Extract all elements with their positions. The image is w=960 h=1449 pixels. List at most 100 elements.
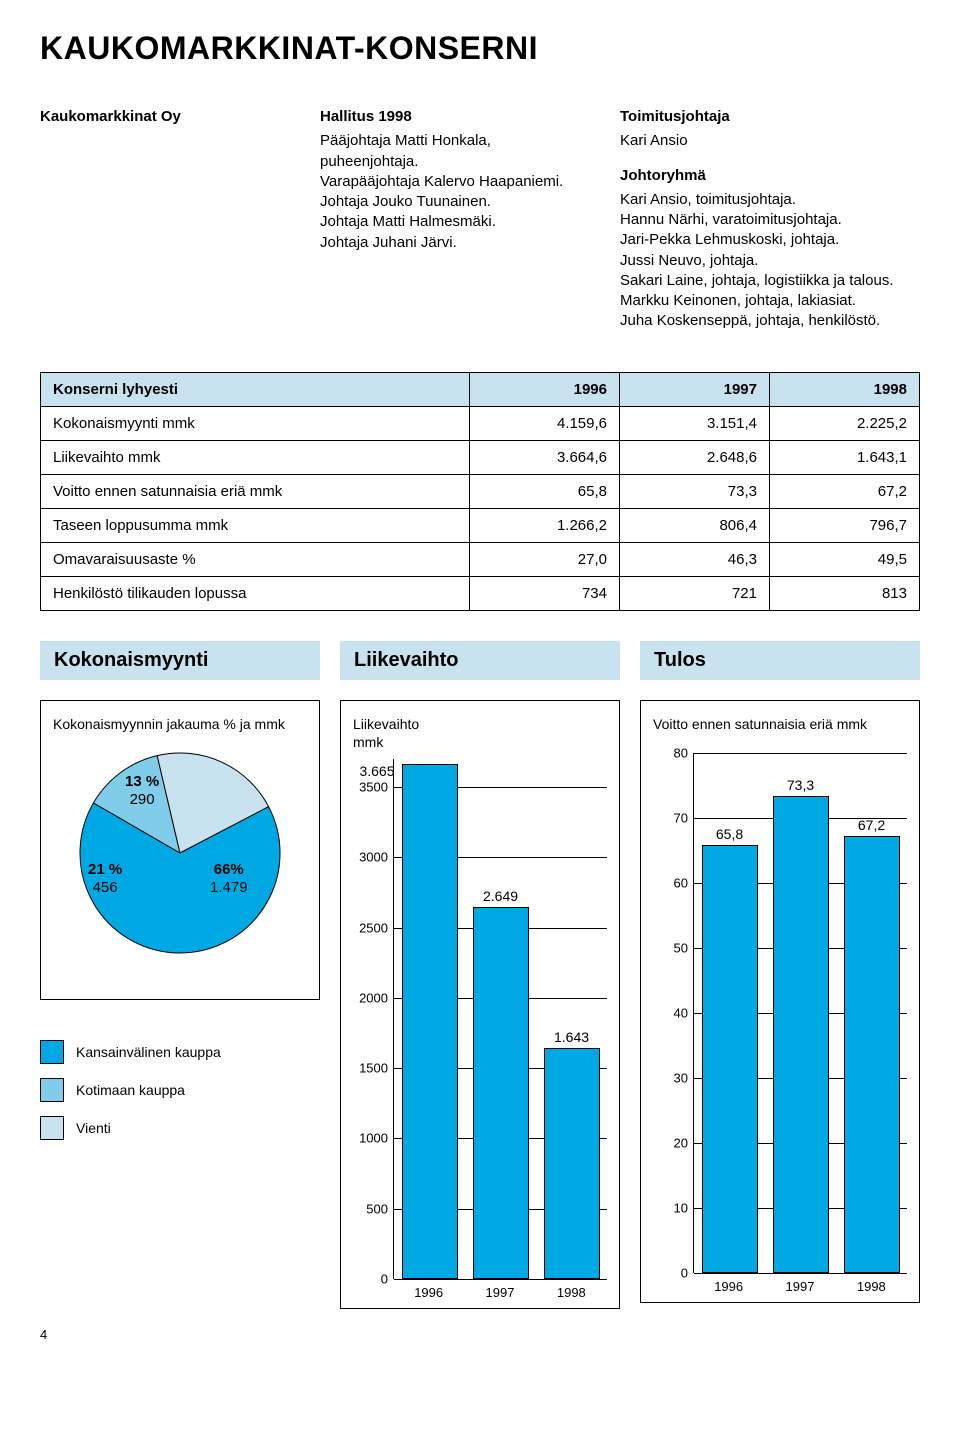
table-cell: 73,3 [620, 474, 770, 508]
table-cell: Omavaraisuusaste % [41, 542, 470, 576]
page-title: KAUKOMARKKINAT-KONSERNI [40, 30, 920, 67]
bar1-title: Liikevaihto mmk [353, 715, 607, 751]
col3-line: Jussi Neuvo, johtaja. [620, 251, 920, 271]
pie-slice-label: 21 %456 [88, 861, 122, 897]
y-tick-label: 10 [654, 1200, 688, 1215]
y-tick-label: 3500 [354, 779, 388, 794]
legend-swatch [40, 1078, 64, 1102]
col1-heading: Kaukomarkkinat Oy [40, 107, 290, 127]
col3-heading2: Johtoryhmä [620, 166, 920, 186]
table-row: Taseen loppusumma mmk1.266,2806,4796,7 [41, 508, 920, 542]
section-header-liikevaihto: Liikevaihto [340, 641, 620, 680]
legend-swatch [40, 1040, 64, 1064]
table-header: 1996 [470, 372, 620, 406]
legend-item: Vienti [40, 1116, 320, 1140]
bar: 65,8 [702, 845, 758, 1273]
y-tick-label: 0 [654, 1265, 688, 1280]
table-cell: 2.648,6 [620, 440, 770, 474]
col2-line: Johtaja Jouko Tuunainen. [320, 192, 590, 212]
pie-slice-label: 66%1.479 [210, 861, 248, 897]
table-cell: 67,2 [770, 474, 920, 508]
table-cell: Henkilöstö tilikauden lopussa [41, 576, 470, 610]
bar-value-label: 65,8 [716, 826, 743, 842]
pie-chart-box: Kokonaismyynnin jakauma % ja mmk 13 %290… [40, 700, 320, 1000]
legend-item: Kotimaan kauppa [40, 1078, 320, 1102]
col3-line: Markku Keinonen, johtaja, lakiasiat. [620, 291, 920, 311]
bar-value-label: 3.665 [359, 763, 394, 779]
table-cell: 46,3 [620, 542, 770, 576]
table-cell: 796,7 [770, 508, 920, 542]
y-tick-label: 40 [654, 1005, 688, 1020]
col2-line: Johtaja Juhani Järvi. [320, 233, 590, 253]
table-row: Henkilöstö tilikauden lopussa734721813 [41, 576, 920, 610]
table-row: Omavaraisuusaste %27,046,349,5 [41, 542, 920, 576]
y-tick-label: 500 [354, 1201, 388, 1216]
bar: 3.665 [402, 764, 458, 1279]
bar: 1.643 [544, 1048, 600, 1279]
legend-label: Kotimaan kauppa [76, 1082, 185, 1098]
table-row: Kokonaismyynti mmk4.159,63.151,42.225,2 [41, 406, 920, 440]
table-cell: 806,4 [620, 508, 770, 542]
summary-table: Konserni lyhyesti199619971998 Kokonaismy… [40, 372, 920, 611]
x-tick-label: 1996 [714, 1279, 743, 1294]
y-tick-label: 20 [654, 1135, 688, 1150]
table-cell: Voitto ennen satunnaisia eriä mmk [41, 474, 470, 508]
x-tick-label: 1997 [486, 1285, 515, 1300]
bar: 67,2 [844, 836, 900, 1273]
y-tick-label: 50 [654, 940, 688, 955]
legend-label: Vienti [76, 1120, 111, 1136]
bar-value-label: 2.649 [483, 888, 518, 904]
section-header-tulos: Tulos [640, 641, 920, 680]
col3-line: Jari-Pekka Lehmuskoski, johtaja. [620, 230, 920, 250]
bar: 73,3 [773, 796, 829, 1272]
table-cell: 49,5 [770, 542, 920, 576]
bar-value-label: 73,3 [787, 777, 814, 793]
tulos-chart-box: Voitto ennen satunnaisia eriä mmk 0 10 20 3… [640, 700, 920, 1303]
table-cell: 1.266,2 [470, 508, 620, 542]
table-cell: 2.225,2 [770, 406, 920, 440]
section-header-kokonaismyynti: Kokonaismyynti [40, 641, 320, 680]
section-headers: Kokonaismyynti Liikevaihto Tulos [40, 641, 920, 680]
intro-columns: Kaukomarkkinat Oy Hallitus 1998 Pääjohta… [40, 107, 920, 332]
y-tick-label: 80 [654, 745, 688, 760]
col3-line: Juha Koskenseppä, johtaja, henkilöstö. [620, 311, 920, 331]
table-cell: 1.643,1 [770, 440, 920, 474]
legend-swatch [40, 1116, 64, 1140]
x-tick-label: 1996 [414, 1285, 443, 1300]
y-tick-label: 1500 [354, 1061, 388, 1076]
page-number: 4 [40, 1327, 920, 1342]
y-tick-label: 2000 [354, 990, 388, 1005]
bar-value-label: 67,2 [858, 817, 885, 833]
y-tick-label: 60 [654, 875, 688, 890]
y-tick-label: 30 [654, 1070, 688, 1085]
pie-title: Kokonaismyynnin jakauma % ja mmk [53, 715, 307, 733]
col2-line: Varapääjohtaja Kalervo Haapaniemi. [320, 172, 590, 192]
pie-slice-label: 13 %290 [125, 773, 159, 809]
legend-label: Kansainvälinen kauppa [76, 1044, 221, 1060]
y-tick-label: 3000 [354, 850, 388, 865]
col3-line1: Kari Ansio [620, 131, 920, 151]
col3-line: Kari Ansio, toimitusjohtaja. [620, 190, 920, 210]
table-header: 1998 [770, 372, 920, 406]
table-cell: 3.151,4 [620, 406, 770, 440]
y-tick-label: 0 [354, 1271, 388, 1286]
bar: 2.649 [473, 907, 529, 1279]
gridline [394, 1279, 607, 1280]
col3-line: Sakari Laine, johtaja, logistiikka ja ta… [620, 271, 920, 291]
table-cell: Liikevaihto mmk [41, 440, 470, 474]
table-cell: 721 [620, 576, 770, 610]
table-cell: 3.664,6 [470, 440, 620, 474]
col2-line: Pääjohtaja Matti Honkala, puheenjohtaja. [320, 131, 590, 172]
y-tick-label: 1000 [354, 1131, 388, 1146]
table-cell: Taseen loppusumma mmk [41, 508, 470, 542]
y-tick-label: 70 [654, 810, 688, 825]
col2-heading: Hallitus 1998 [320, 107, 590, 127]
table-cell: 734 [470, 576, 620, 610]
x-tick-label: 1998 [557, 1285, 586, 1300]
bar2-title: Voitto ennen satunnaisia eriä mmk [653, 715, 907, 733]
table-header: Konserni lyhyesti [41, 372, 470, 406]
table-cell: Kokonaismyynti mmk [41, 406, 470, 440]
pie-legend: Kansainvälinen kauppa Kotimaan kauppa Vien… [40, 1040, 320, 1140]
legend-item: Kansainvälinen kauppa [40, 1040, 320, 1064]
table-header: 1997 [620, 372, 770, 406]
